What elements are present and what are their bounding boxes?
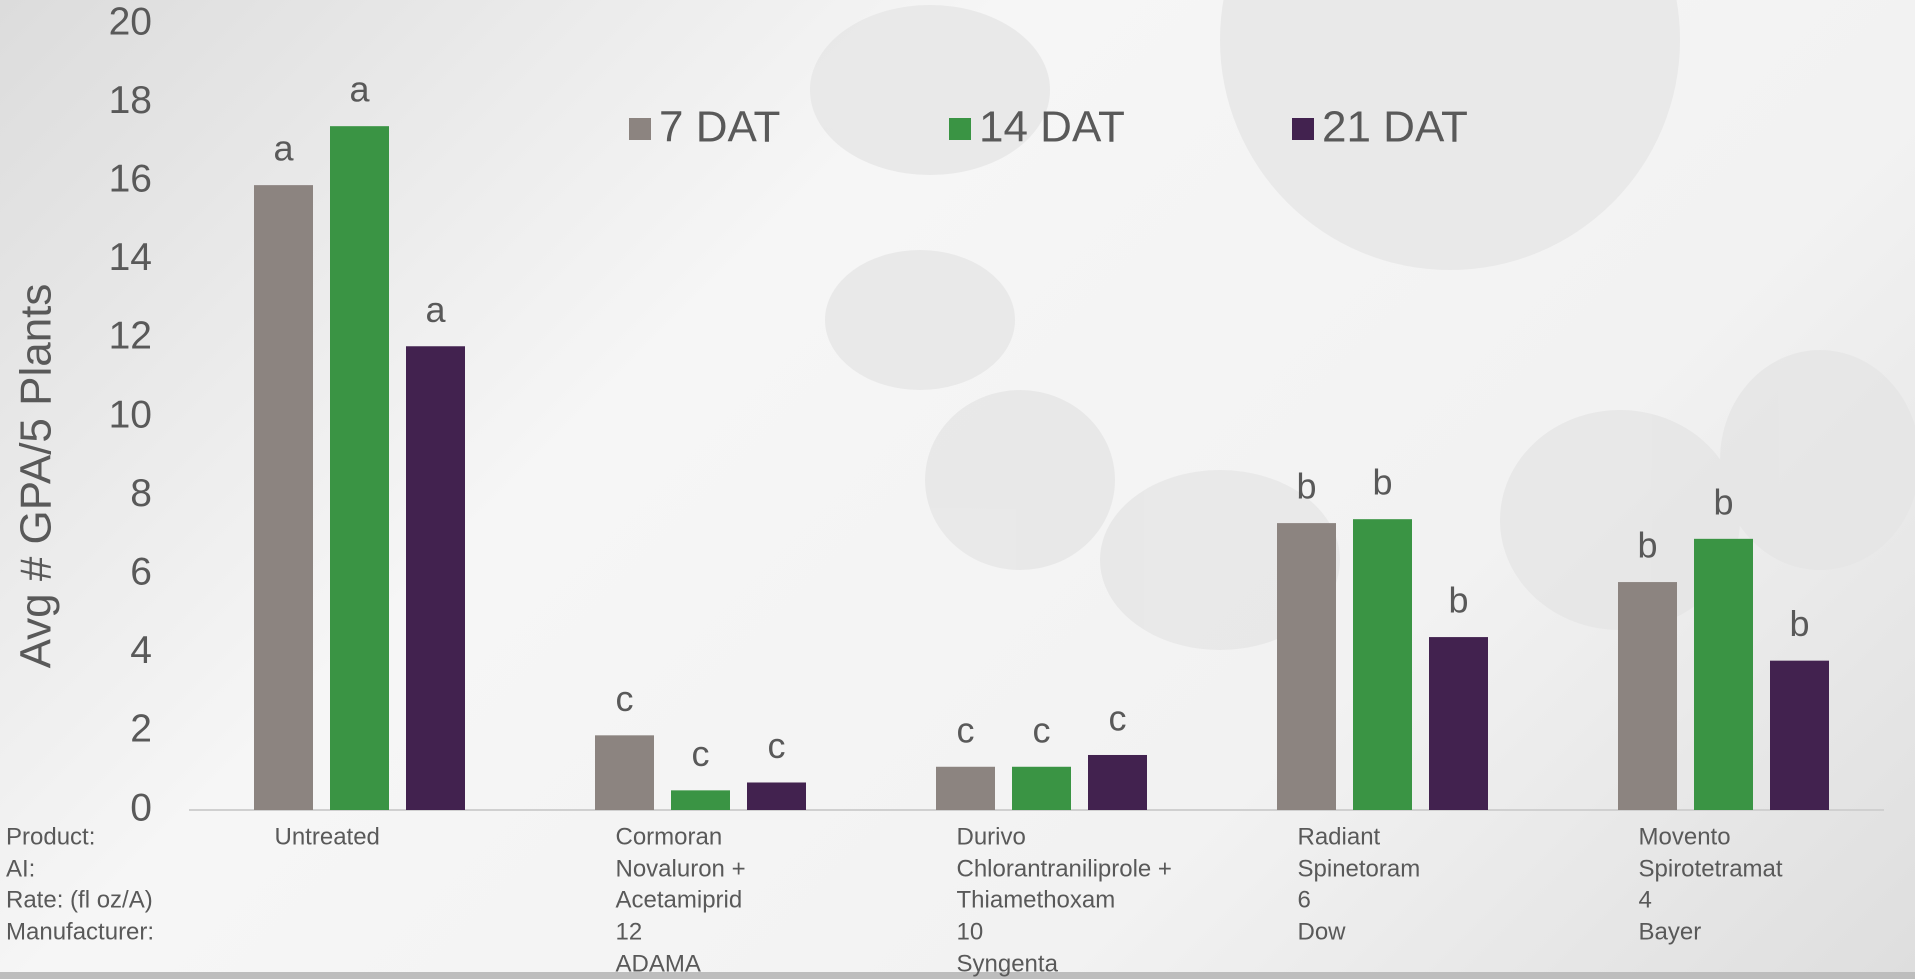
- significance-letter: a: [273, 128, 294, 169]
- legend-label: 7 DAT: [659, 103, 780, 152]
- row-label: Manufacturer:: [6, 918, 154, 945]
- row-label: Rate: (fl oz/A): [6, 886, 153, 913]
- bar: [1088, 754, 1147, 810]
- bar: [254, 185, 313, 810]
- category-label: Untreated: [275, 823, 380, 850]
- significance-letter: c: [692, 733, 710, 774]
- significance-letter: c: [1033, 709, 1051, 750]
- category-detail: 12: [616, 918, 643, 945]
- row-label: Product:: [6, 823, 95, 850]
- y-tick-label: 12: [109, 315, 152, 358]
- category-detail: 4: [1639, 886, 1652, 913]
- bar: [595, 735, 654, 810]
- significance-letter: a: [349, 69, 370, 110]
- y-tick-label: 20: [109, 0, 152, 43]
- significance-letter: c: [768, 725, 786, 766]
- category-detail: Dow: [1298, 918, 1347, 945]
- bar: [330, 126, 389, 811]
- category-detail: Bayer: [1639, 918, 1702, 945]
- category-detail: Syngenta: [957, 950, 1059, 977]
- bar: [747, 782, 806, 810]
- row-label: AI:: [6, 855, 35, 882]
- y-tick-label: 18: [109, 79, 152, 122]
- legend-swatch: [1292, 118, 1314, 140]
- bar: [1770, 660, 1829, 810]
- category-detail: 10: [957, 918, 984, 945]
- y-tick-label: 14: [109, 236, 152, 279]
- significance-letter: b: [1789, 603, 1809, 644]
- significance-letter: b: [1296, 466, 1316, 507]
- category-label: Durivo: [957, 823, 1026, 850]
- category-detail: Spirotetramat: [1639, 855, 1783, 882]
- bar: [1277, 523, 1336, 810]
- y-tick-label: 4: [130, 629, 152, 672]
- bar: [936, 766, 995, 810]
- significance-letter: b: [1372, 462, 1392, 503]
- bar: [671, 790, 730, 810]
- legend-swatch: [949, 118, 971, 140]
- significance-letter: c: [957, 709, 975, 750]
- category-detail: Thiamethoxam: [957, 886, 1116, 913]
- y-tick-label: 2: [130, 708, 152, 751]
- significance-letter: c: [1109, 697, 1127, 738]
- bar: [1694, 538, 1753, 810]
- category-label: Cormoran: [616, 823, 723, 850]
- category-detail: Acetamiprid: [616, 886, 743, 913]
- significance-letter: b: [1713, 481, 1733, 522]
- significance-letter: a: [425, 289, 446, 330]
- significance-letter: b: [1637, 525, 1657, 566]
- legend-swatch: [629, 118, 651, 140]
- y-tick-label: 6: [130, 550, 152, 593]
- significance-letter: b: [1448, 580, 1468, 621]
- category-detail: ADAMA: [616, 950, 701, 977]
- bar: [1012, 766, 1071, 810]
- legend-label: 21 DAT: [1322, 103, 1468, 152]
- y-tick-label: 0: [130, 786, 152, 829]
- bar: [1353, 519, 1412, 810]
- bar: [1429, 637, 1488, 810]
- significance-letter: c: [616, 678, 634, 719]
- y-tick-label: 10: [109, 393, 152, 436]
- category-detail: Novaluron +: [616, 855, 746, 882]
- category-label: Radiant: [1298, 823, 1381, 850]
- background-decor: [810, 0, 1915, 650]
- category-detail: Chlorantraniliprole +: [957, 855, 1172, 882]
- legend-label: 14 DAT: [979, 103, 1125, 152]
- footer-bar: [0, 972, 1915, 979]
- y-tick-label: 16: [109, 157, 152, 200]
- category-detail: Spinetoram: [1298, 855, 1421, 882]
- bar: [1618, 582, 1677, 810]
- y-tick-label: 8: [130, 472, 152, 515]
- category-label: Movento: [1639, 823, 1731, 850]
- category-detail: 6: [1298, 886, 1311, 913]
- y-axis-title: Avg # GPA/5 Plants: [12, 284, 61, 669]
- bar: [406, 346, 465, 810]
